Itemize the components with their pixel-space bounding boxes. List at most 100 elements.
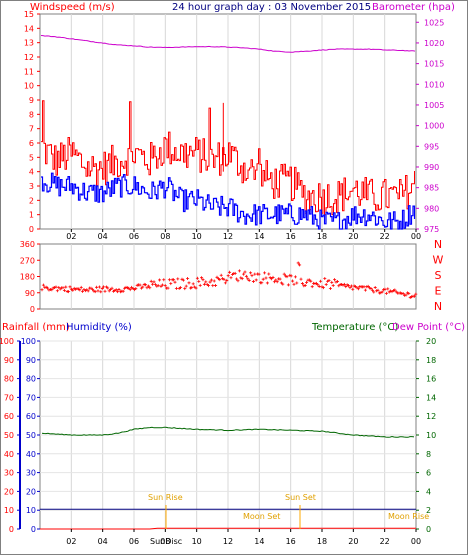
bottom-annotations: Sun Rise Sun Set Moon Set Moon Rise SunD… <box>148 493 429 546</box>
temperature-ytick-label: 8 <box>426 450 431 459</box>
dir-ytick-label: 360 <box>20 240 35 249</box>
direction-point <box>362 285 366 289</box>
average-series-line <box>41 172 416 230</box>
baro-ytick-label: 980 <box>424 204 439 213</box>
direction-point <box>257 272 261 276</box>
direction-point <box>41 283 45 287</box>
bottom-xtick-label: 00 <box>411 537 421 546</box>
baro-ytick-label: 1020 <box>424 39 444 48</box>
wind-ytick-label: 8 <box>29 110 34 119</box>
direction-point <box>376 288 380 292</box>
direction-point <box>110 286 114 290</box>
direction-point <box>264 276 268 280</box>
bottom-series <box>40 426 416 530</box>
direction-point <box>342 282 346 286</box>
direction-point <box>226 274 230 278</box>
direction-point <box>247 278 251 282</box>
direction-point <box>103 289 107 293</box>
direction-point <box>156 284 160 288</box>
temperature-ytick-label: 2 <box>426 506 431 515</box>
wind-xtick-label: 14 <box>254 232 264 241</box>
direction-point <box>319 279 323 283</box>
direction-point <box>207 284 211 288</box>
bottom-left-ticks: 0 10 20 30 40 50 60 70 80 90 100 <box>0 337 20 534</box>
direction-point <box>125 286 129 290</box>
direction-point <box>99 290 103 294</box>
direction-point <box>309 279 313 283</box>
rainfall-ytick-label: 30 <box>4 469 14 478</box>
direction-point <box>200 276 204 280</box>
direction-point <box>292 282 296 286</box>
direction-point <box>265 281 269 285</box>
direction-point <box>219 273 223 277</box>
direction-point <box>349 284 353 288</box>
wind-ytick-label: 9 <box>29 96 34 105</box>
direction-point <box>366 284 370 288</box>
direction-point <box>281 282 285 286</box>
direction-point <box>240 277 244 281</box>
graph-title: 24 hour graph day : 03 November 2015 <box>172 2 371 13</box>
dewpoint-axis-title: Dew Point (°C) <box>392 322 465 333</box>
direction-point <box>96 289 100 293</box>
bottom-xtick-label: 10 <box>192 537 202 546</box>
direction-point <box>261 277 265 281</box>
direction-point <box>299 277 303 281</box>
humidity-ytick-label: 50 <box>26 431 36 440</box>
direction-point <box>128 288 132 292</box>
direction-series <box>40 261 418 299</box>
rainfall-axis-title: Rainfall (mm) <box>2 322 70 333</box>
direction-point <box>286 283 290 287</box>
direction-point <box>202 282 206 286</box>
wind-xtick-label: 06 <box>129 232 139 241</box>
direction-point <box>61 286 65 290</box>
direction-point <box>317 284 321 288</box>
direction-point <box>40 288 44 292</box>
direction-point <box>187 281 191 285</box>
direction-point <box>114 288 118 292</box>
humidity-ytick-label: 60 <box>26 412 36 421</box>
direction-point <box>183 287 187 291</box>
direction-point <box>373 285 377 289</box>
direction-y-ticks: 0 90 180 270 360 <box>20 240 40 314</box>
bottom-xtick-label: 12 <box>223 537 233 546</box>
direction-point <box>254 278 258 282</box>
direction-point <box>324 282 328 286</box>
bottom-right-ticks: 0 2 4 6 8 10 12 14 16 18 20 <box>416 337 436 534</box>
rainfall-ytick-label: 80 <box>4 375 14 384</box>
wind-ytick-label: 15 <box>24 10 34 19</box>
direction-point <box>330 280 334 284</box>
direction-point <box>134 287 138 291</box>
dir-ytick-label: 90 <box>25 289 35 298</box>
wind-ytick-label: 10 <box>24 82 34 91</box>
baro-ytick-label: 1015 <box>424 60 444 69</box>
direction-point <box>372 290 376 294</box>
direction-point <box>144 283 148 287</box>
direction-point <box>233 271 237 275</box>
rainfall-ytick-label: 10 <box>4 506 14 515</box>
direction-point <box>167 278 171 282</box>
wind-ytick-label: 2 <box>29 196 34 205</box>
direction-point <box>250 274 254 278</box>
sun-set-label: Sun Set <box>285 493 316 502</box>
direction-point <box>169 282 173 286</box>
direction-point <box>333 278 337 282</box>
direction-point <box>117 287 121 291</box>
direction-point <box>86 289 90 293</box>
direction-point <box>81 289 85 293</box>
humidity-ytick-label: 30 <box>26 469 36 478</box>
rainfall-ytick-label: 0 <box>9 525 14 534</box>
wind-ytick-label: 14 <box>24 24 34 33</box>
direction-point <box>163 284 167 288</box>
baro-ytick-label: 1000 <box>424 122 444 131</box>
direction-point <box>244 274 248 278</box>
direction-point <box>191 282 195 286</box>
direction-point <box>328 286 332 290</box>
direction-point <box>223 281 227 285</box>
humidity-ytick-label: 100 <box>21 337 36 346</box>
bottom-left-ticks-inner: 0 10 20 30 40 50 60 70 80 90 100 <box>21 337 40 534</box>
direction-point <box>348 286 352 290</box>
